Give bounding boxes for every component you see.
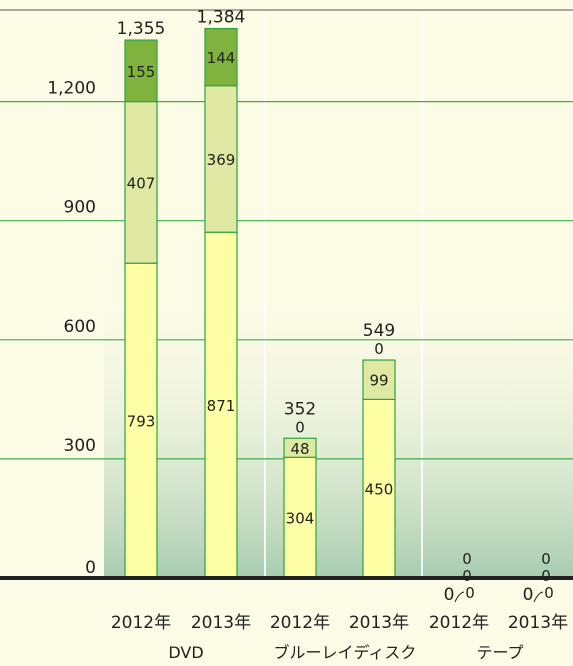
x-group-label: ブルーレイディスク (274, 643, 417, 662)
x-category-label: 2013年 (191, 613, 251, 633)
segment-label: 369 (207, 151, 236, 169)
y-tick-label: 300 (64, 436, 96, 456)
segment-label: 871 (207, 397, 236, 415)
zero-segment-label: 0 (374, 340, 384, 358)
segment-label: 48 (290, 440, 309, 458)
y-tick-label: 600 (64, 317, 96, 337)
zero-segment-label: 0 (541, 550, 551, 568)
total-label: 1,384 (197, 8, 246, 28)
zero-segment-label: 0 (544, 584, 554, 602)
x-category-label: 2012年 (111, 613, 171, 633)
x-category-label: 2013年 (349, 613, 409, 633)
zero-segment-label: 0 (295, 418, 305, 436)
x-category-label: 2012年 (270, 613, 330, 633)
total-label: 0 (523, 585, 534, 605)
segment-label: 144 (207, 49, 236, 67)
leader-line (533, 591, 544, 603)
y-tick-label: 900 (64, 198, 96, 218)
x-category-label: 2013年 (508, 613, 568, 633)
bar-segment (204, 85, 238, 233)
total-label: 352 (284, 399, 316, 419)
segment-label: 99 (369, 372, 388, 390)
leader-line (454, 591, 465, 603)
zero-segment-label: 0 (462, 550, 472, 568)
y-tick-label: 1,200 (47, 79, 96, 99)
bar-segment (124, 100, 158, 264)
x-category-label: 2012年 (429, 613, 489, 633)
zero-segment-label: 0 (465, 584, 475, 602)
total-label: 1,355 (117, 19, 166, 39)
bar-segment (283, 456, 317, 579)
bar-segment (204, 231, 238, 579)
x-group-label: テープ (476, 643, 523, 662)
bar-segment (283, 437, 317, 458)
total-label: 0 (444, 585, 455, 605)
bar-segment (124, 39, 158, 103)
bar-segment (362, 359, 396, 400)
bar-segment (204, 27, 238, 87)
segment-label: 155 (127, 63, 156, 81)
plot-background (104, 290, 573, 578)
y-tick-label: 0 (85, 558, 96, 578)
total-label: 549 (363, 321, 395, 341)
segment-label: 304 (286, 510, 315, 528)
segment-label: 450 (365, 481, 394, 499)
segment-label: 407 (127, 174, 156, 192)
x-group-label: DVD (168, 643, 203, 662)
segment-label: 793 (127, 413, 156, 431)
